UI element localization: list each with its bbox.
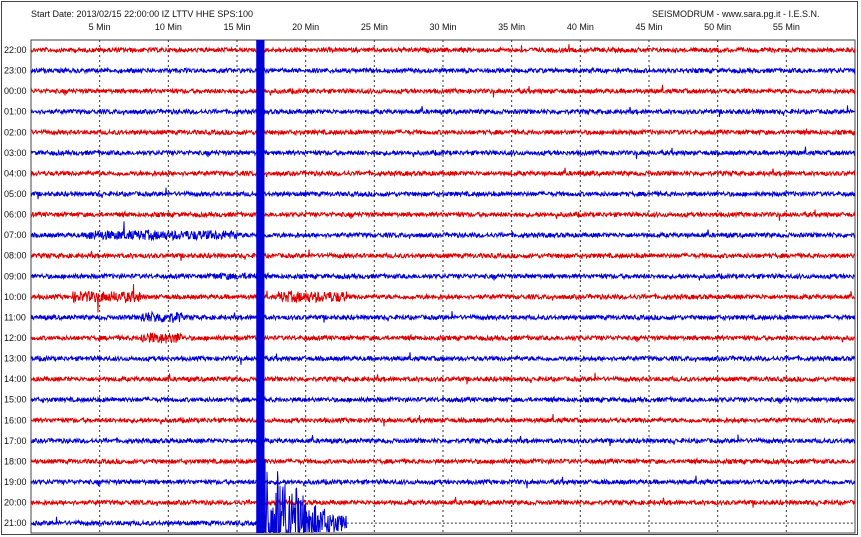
row-label: 16:00 bbox=[4, 415, 27, 425]
row-label: 10:00 bbox=[4, 292, 27, 302]
row-label: 21:00 bbox=[4, 518, 27, 528]
row-label: 19:00 bbox=[4, 477, 27, 487]
trace-0000 bbox=[30, 84, 856, 98]
x-tick-label: 45 Min bbox=[635, 22, 662, 32]
trace-0900 bbox=[30, 271, 856, 281]
row-label: 11:00 bbox=[4, 312, 26, 322]
trace-0800 bbox=[30, 249, 856, 261]
row-label: 01:00 bbox=[4, 107, 27, 117]
x-tick-label: 40 Min bbox=[567, 22, 594, 32]
trace-1000 bbox=[30, 284, 856, 313]
trace-0700 bbox=[30, 221, 856, 242]
row-label: 05:00 bbox=[4, 189, 27, 199]
x-tick-label: 30 Min bbox=[429, 22, 456, 32]
row-label: 09:00 bbox=[4, 271, 27, 281]
x-tick-label: 15 Min bbox=[223, 22, 250, 32]
x-tick-label: 20 Min bbox=[292, 22, 319, 32]
trace-0100 bbox=[30, 105, 856, 117]
trace-1700 bbox=[30, 434, 856, 447]
row-label: 08:00 bbox=[4, 251, 27, 261]
trace-1300 bbox=[30, 352, 856, 365]
x-tick-label: 50 Min bbox=[704, 22, 731, 32]
event-saturated-signal bbox=[256, 40, 265, 533]
trace-0400 bbox=[30, 167, 856, 178]
row-label: 22:00 bbox=[4, 45, 27, 55]
x-tick-label: 35 Min bbox=[498, 22, 525, 32]
row-label: 14:00 bbox=[4, 374, 27, 384]
trace-2200 bbox=[30, 44, 856, 55]
row-label: 12:00 bbox=[4, 333, 27, 343]
x-tick-label: 10 Min bbox=[155, 22, 182, 32]
row-label: 00:00 bbox=[4, 86, 27, 96]
row-label: 06:00 bbox=[4, 210, 27, 220]
trace-1100 bbox=[31, 310, 856, 323]
trace-1600 bbox=[30, 413, 856, 427]
trace-0600 bbox=[30, 209, 856, 221]
trace-1900 bbox=[30, 475, 856, 489]
row-label: 17:00 bbox=[4, 436, 27, 446]
start-info: Start Date: 2013/02/15 22:00:00 IZ LTTV … bbox=[31, 9, 253, 19]
trace-1500 bbox=[30, 395, 856, 404]
x-tick-label: 25 Min bbox=[361, 22, 388, 32]
trace-1200 bbox=[30, 332, 856, 344]
trace-0300 bbox=[30, 146, 856, 160]
trace-0500 bbox=[30, 187, 856, 200]
row-label: 18:00 bbox=[4, 456, 27, 466]
credit-text: SEISMODRUM - www.sara.pg.it - I.E.S.N. bbox=[652, 9, 820, 19]
row-label: 07:00 bbox=[4, 230, 27, 240]
trace-1800 bbox=[30, 457, 856, 466]
row-label: 02:00 bbox=[4, 127, 27, 137]
row-label: 20:00 bbox=[4, 498, 27, 508]
trace-1400 bbox=[30, 372, 856, 385]
row-label: 23:00 bbox=[4, 66, 27, 76]
trace-2100 bbox=[30, 458, 347, 533]
x-tick-label: 55 Min bbox=[773, 22, 800, 32]
row-label: 03:00 bbox=[4, 148, 27, 158]
row-label: 04:00 bbox=[4, 168, 27, 178]
row-label: 13:00 bbox=[4, 354, 27, 364]
row-label: 15:00 bbox=[4, 395, 27, 405]
trace-2000 bbox=[30, 496, 856, 508]
trace-0200 bbox=[30, 127, 856, 137]
x-tick-label: 5 Min bbox=[89, 22, 111, 32]
trace-2300 bbox=[30, 66, 856, 75]
